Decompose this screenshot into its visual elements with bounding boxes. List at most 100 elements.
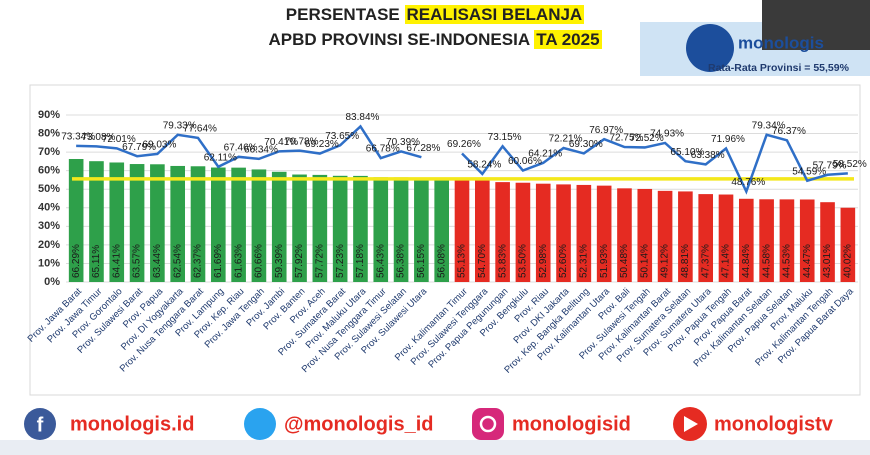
line-value-label: 72.75% xyxy=(610,133,644,144)
bar-value-label: 47.14% xyxy=(721,244,732,278)
bar-value-label: 52.31% xyxy=(578,244,589,278)
bar-value-label: 63.44% xyxy=(152,244,163,278)
icon-glyph: f xyxy=(37,414,44,436)
bar-value-label: 53.83% xyxy=(497,244,508,278)
y-tick-label: 30% xyxy=(38,220,60,232)
bottom-strip xyxy=(0,440,870,455)
icon-glyph xyxy=(479,415,497,433)
line-value-label: 70.78% xyxy=(285,136,319,147)
bar-value-label: 62.37% xyxy=(193,244,204,278)
bar-value-label: 40.02% xyxy=(842,244,853,278)
bar xyxy=(170,165,186,282)
reference-label: Rata-Rata Provinsi = 55,59% xyxy=(708,62,850,74)
social-handle: monologistv xyxy=(714,413,834,435)
bar xyxy=(393,177,409,282)
bar-value-label: 66.29% xyxy=(71,244,82,278)
line-value-label: 63.38% xyxy=(691,150,725,161)
bar-value-label: 56.43% xyxy=(375,244,386,278)
line-value-label: 66.78% xyxy=(366,144,400,155)
bar-value-label: 63.57% xyxy=(132,244,143,278)
bar xyxy=(271,171,287,282)
y-tick-label: 50% xyxy=(38,183,60,195)
bar xyxy=(292,174,307,282)
line-value-label: 58.52% xyxy=(833,159,867,170)
y-tick-label: 20% xyxy=(38,239,60,251)
line-value-label: 72.01% xyxy=(102,134,136,145)
bar-value-label: 57.92% xyxy=(294,244,305,278)
bar xyxy=(779,199,795,282)
bar xyxy=(678,191,693,282)
facebook-icon xyxy=(24,408,56,440)
y-tick-label: 40% xyxy=(38,202,60,214)
bar xyxy=(474,180,490,282)
line-value-label: 77.64% xyxy=(183,124,217,135)
line-value-label: 58.24% xyxy=(467,160,501,171)
bar-value-label: 52.98% xyxy=(538,244,549,278)
line-value-label: 69.30% xyxy=(569,139,603,150)
y-tick-label: 90% xyxy=(38,109,60,121)
bar xyxy=(718,194,734,282)
icon-glyph xyxy=(684,416,698,432)
social-handle: @monologis_id xyxy=(284,413,434,435)
bar xyxy=(251,169,267,282)
y-tick-label: 0% xyxy=(44,276,60,288)
bar xyxy=(698,194,714,282)
line-value-label: 79.34% xyxy=(752,120,786,131)
line-value-label: 54.59% xyxy=(792,166,826,177)
bar xyxy=(312,174,328,282)
bar xyxy=(150,164,165,282)
bar-value-label: 59.39% xyxy=(274,244,285,278)
bar-value-label: 60.66% xyxy=(254,244,265,278)
line xyxy=(76,124,848,195)
instagram-icon xyxy=(472,408,504,440)
bar-value-label: 61.63% xyxy=(233,244,244,278)
logo-text: monologis xyxy=(738,33,824,52)
title-highlight: TA 2025 xyxy=(534,30,602,49)
bar xyxy=(231,167,246,282)
bar-value-label: 56.38% xyxy=(396,244,407,278)
chart-title: PERSENTASE REALISASI BELANJA APBD PROVIN… xyxy=(0,2,870,52)
bar-value-label: 56.08% xyxy=(436,244,447,278)
line-value-label: 69.26% xyxy=(447,139,481,150)
line-value-label: 48.76% xyxy=(731,177,765,188)
y-tick-label: 60% xyxy=(38,165,60,177)
line-value-label: 83.84% xyxy=(346,112,380,123)
bar-value-label: 56.15% xyxy=(416,244,427,278)
line-value-label: 73.15% xyxy=(488,132,522,143)
bar-value-label: 51.93% xyxy=(599,244,610,278)
bar xyxy=(657,190,673,282)
line-value-label: 65.10% xyxy=(670,147,704,158)
bar xyxy=(576,184,592,282)
bar xyxy=(495,182,510,282)
bar-value-label: 44.58% xyxy=(761,244,772,278)
social-handle: monologisid xyxy=(512,413,631,435)
line-value-label: 67.46% xyxy=(224,142,258,153)
line-value-label: 57.79% xyxy=(813,160,847,171)
bar-value-label: 54.70% xyxy=(477,244,488,278)
y-tick-label: 10% xyxy=(38,257,60,269)
bar xyxy=(89,161,104,282)
line-value-label: 76.97% xyxy=(589,125,623,136)
bar xyxy=(332,175,348,282)
bar-value-label: 50.48% xyxy=(619,244,630,278)
bar xyxy=(535,183,551,282)
line-value-label: 74.93% xyxy=(650,129,684,140)
bar-value-label: 62.54% xyxy=(172,244,183,278)
bar-value-label: 43.01% xyxy=(822,244,833,278)
bar-value-label: 65.11% xyxy=(91,245,102,278)
bar-value-label: 57.23% xyxy=(335,244,346,278)
bar xyxy=(799,199,815,282)
line-value-label: 69.23% xyxy=(305,139,339,150)
bar-value-label: 44.84% xyxy=(741,244,752,278)
bar xyxy=(738,198,754,282)
bar-value-label: 53.50% xyxy=(518,244,529,278)
line-value-label: 67.79% xyxy=(122,142,156,153)
bar xyxy=(190,166,206,282)
bar xyxy=(68,158,84,282)
bar-value-label: 44.53% xyxy=(782,244,793,278)
bar xyxy=(596,185,612,282)
bar xyxy=(840,207,856,282)
bar xyxy=(515,182,531,282)
